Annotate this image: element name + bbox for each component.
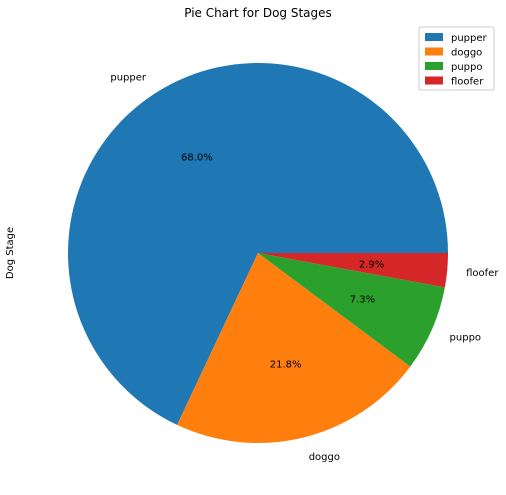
pie-slice-floofer bbox=[258, 253, 448, 288]
slice-label-pupper: pupper bbox=[110, 73, 147, 84]
slice-percent-floofer: 2.9% bbox=[359, 259, 384, 270]
legend-frame bbox=[418, 26, 495, 91]
slice-label-doggo: doggo bbox=[309, 452, 340, 463]
legend: pupper doggo puppo floofer bbox=[418, 26, 495, 91]
legend-label-pupper: pupper bbox=[451, 33, 488, 44]
slice-percent-puppo: 7.3% bbox=[350, 295, 375, 306]
legend-swatch-doggo bbox=[425, 47, 443, 56]
chart-title: Pie Chart for Dog Stages bbox=[184, 6, 332, 20]
slice-percent-pupper: 68.0% bbox=[181, 153, 213, 164]
pie-slice-puppo bbox=[258, 253, 445, 367]
pie-slice-doggo bbox=[177, 253, 411, 444]
y-axis-label: Dog Stage bbox=[5, 227, 16, 279]
pie-labels: pupper 68.0% doggo 21.8% puppo 7.3% floofer 2.9… bbox=[110, 73, 499, 463]
legend-swatch-pupper bbox=[425, 33, 443, 41]
legend-label-doggo: doggo bbox=[451, 48, 482, 59]
legend-label-puppo: puppo bbox=[451, 62, 483, 73]
legend-swatch-floofer bbox=[425, 76, 443, 85]
pie-slices bbox=[68, 63, 448, 444]
legend-label-floofer: floofer bbox=[451, 77, 484, 88]
slice-label-floofer: floofer bbox=[466, 268, 499, 279]
pie-slice-pupper bbox=[68, 63, 448, 425]
slice-percent-doggo: 21.8% bbox=[270, 360, 302, 371]
legend-swatch-puppo bbox=[425, 62, 443, 70]
slice-label-puppo: puppo bbox=[450, 333, 482, 344]
